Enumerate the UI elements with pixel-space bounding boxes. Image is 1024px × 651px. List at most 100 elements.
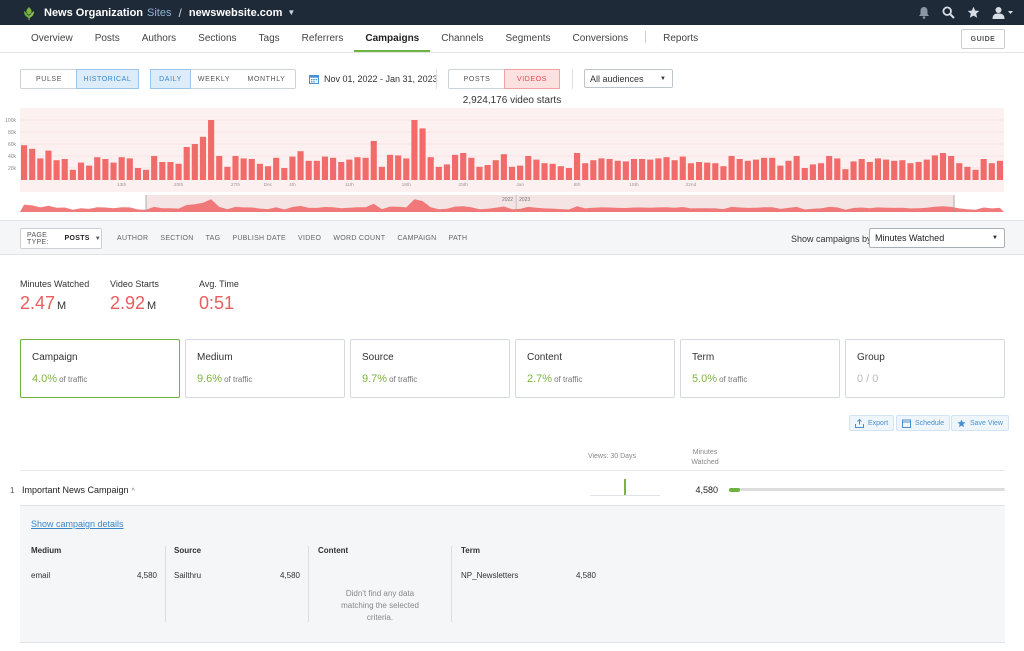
card-source[interactable]: Source 9.7% of traffic: [350, 339, 510, 398]
tab-conversions[interactable]: Conversions: [572, 33, 629, 44]
card-medium[interactable]: Medium 9.6% of traffic: [185, 339, 345, 398]
card-term[interactable]: Term 5.0% of traffic: [680, 339, 840, 398]
metric-label: Video Starts: [110, 279, 159, 289]
metric-value: 0:51: [199, 293, 235, 313]
filter-campaign[interactable]: CAMPAIGN: [397, 235, 437, 242]
tab-campaigns[interactable]: Campaigns: [354, 24, 431, 52]
chart-bar: [232, 156, 239, 180]
star-icon: [957, 419, 966, 427]
filter-path[interactable]: PATH: [448, 235, 468, 242]
chart-bar: [419, 128, 426, 180]
show-by-select[interactable]: Minutes Watched ▼: [869, 228, 1005, 248]
date-range-text: Nov 01, 2022 - Jan 31, 2023: [324, 74, 438, 84]
card-group[interactable]: Group 0 / 0: [845, 339, 1005, 398]
details-value: 4,580: [279, 571, 300, 580]
show-by-value: Minutes Watched: [875, 233, 945, 243]
star-icon[interactable]: [967, 6, 980, 19]
filter-tag[interactable]: TAG: [205, 235, 221, 242]
chart-bar: [614, 160, 621, 180]
metric-minutes-watched: Minutes Watched 2.47 M: [20, 279, 89, 314]
chart-bar: [891, 160, 898, 180]
save-view-button[interactable]: Save View: [951, 415, 1009, 431]
column-header-minutes[interactable]: Minutes Watched: [691, 449, 719, 466]
sites-link[interactable]: Sites: [147, 6, 172, 19]
chevron-up-icon[interactable]: ^: [131, 488, 135, 495]
details-source: Source Sailthru 4,580: [174, 546, 300, 622]
chart-bar: [907, 163, 914, 180]
chart-bar: [744, 160, 751, 180]
chart-bar: [500, 154, 507, 180]
tab-overview[interactable]: Overview: [31, 33, 73, 44]
year-label: 2022: [502, 197, 513, 203]
org-name[interactable]: News Organization: [44, 6, 144, 19]
metric-avg-time: Avg. Time 0:51: [199, 279, 239, 314]
chevron-down-icon[interactable]: ▼: [287, 8, 296, 17]
filter-author[interactable]: AUTHOR: [117, 235, 149, 242]
guide-button[interactable]: GUIDE: [961, 29, 1005, 49]
export-button[interactable]: Export: [849, 415, 895, 431]
chart-bar: [427, 157, 434, 180]
user-icon[interactable]: [992, 6, 1014, 19]
card-campaign[interactable]: Campaign 4.0% of traffic: [20, 339, 180, 398]
video-starts-total: 2,924,176 video starts: [462, 95, 562, 106]
chart-bar: [761, 157, 768, 180]
monthly-button[interactable]: MONTHLY: [247, 75, 286, 83]
filter-video[interactable]: VIDEO: [298, 235, 322, 242]
x-tick-label: 4th: [289, 182, 296, 188]
posts-button[interactable]: POSTS: [463, 75, 491, 83]
site-selector[interactable]: newswebsite.com: [188, 6, 283, 19]
chart-bar: [842, 169, 849, 180]
historical-button[interactable]: HISTORICAL: [76, 69, 139, 89]
minutes-value: 4,580: [695, 485, 718, 495]
chart-bar: [704, 162, 711, 180]
chart-bar: [533, 159, 540, 180]
chart-bar: [452, 154, 459, 180]
videos-button[interactable]: VIDEOS: [504, 69, 560, 89]
column-header-views[interactable]: Views: 30 Days: [587, 453, 637, 460]
chart-bar: [801, 168, 808, 180]
chart-bar: [695, 162, 703, 180]
campaign-name[interactable]: Important News Campaign ^: [22, 485, 135, 495]
card-content[interactable]: Content 2.7% of traffic: [515, 339, 675, 398]
filter-word-count[interactable]: WORD COUNT: [333, 235, 386, 242]
audience-select[interactable]: All audiences ▼: [584, 69, 673, 88]
tab-referrers[interactable]: Referrers: [301, 33, 344, 44]
date-range-picker[interactable]: Nov 01, 2022 - Jan 31, 2023: [309, 69, 438, 89]
table-divider: [20, 470, 1005, 471]
chart-bar: [899, 160, 906, 180]
tab-channels[interactable]: Channels: [441, 33, 484, 44]
y-tick-label: 100k: [5, 118, 16, 124]
details-divider: [165, 546, 166, 622]
pulse-button[interactable]: PULSE: [36, 75, 62, 83]
weekly-button[interactable]: WEEKLY: [197, 75, 231, 83]
schedule-button[interactable]: Schedule: [896, 415, 951, 431]
content-toggle: POSTS VIDEOS: [448, 69, 560, 89]
metric-label: Avg. Time: [199, 279, 239, 289]
page-type-select[interactable]: PAGE TYPE: POSTS ▼: [20, 228, 102, 249]
metric-value: 2.47 M: [20, 293, 67, 313]
bell-icon[interactable]: [918, 6, 930, 19]
chart-bar: [338, 162, 345, 180]
calendar-icon: [902, 419, 911, 428]
top-bar: News Organization Sites / newswebsite.co…: [0, 0, 1024, 25]
search-icon[interactable]: [942, 6, 955, 19]
chart-bar: [939, 153, 947, 180]
main-nav: Overview Posts Authors Sections Tags Ref…: [0, 25, 1024, 53]
tab-posts[interactable]: Posts: [94, 33, 120, 44]
tab-tags[interactable]: Tags: [258, 33, 280, 44]
tab-sections[interactable]: Sections: [198, 33, 237, 44]
daily-button[interactable]: DAILY: [150, 69, 191, 89]
tab-reports[interactable]: Reports: [663, 33, 699, 44]
filter-section[interactable]: SECTION: [160, 235, 194, 242]
page-type-label: PAGE TYPE:: [27, 231, 49, 246]
chart-bar: [582, 163, 589, 180]
chart-bar: [826, 156, 833, 180]
chart-bar: [248, 159, 255, 180]
tab-authors[interactable]: Authors: [141, 33, 177, 44]
video-starts-chart[interactable]: 100k 80k 60k 40k 20k 13th 20th 27th Dec 4th 11th 1…: [0, 104, 1024, 216]
tab-segments[interactable]: Segments: [505, 33, 551, 44]
chart-bar: [362, 157, 369, 180]
filter-publish-date[interactable]: PUBLISH DATE: [232, 235, 287, 242]
show-campaign-details-link[interactable]: Show campaign details: [31, 519, 124, 529]
chart-bar: [517, 165, 524, 180]
